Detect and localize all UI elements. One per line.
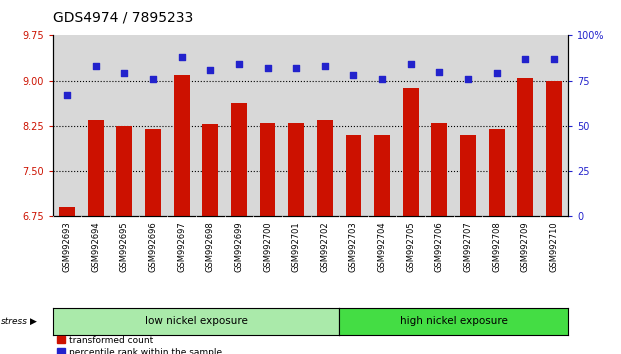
Point [234,62,244,67]
Point [91,63,101,69]
Bar [374,135,390,216]
Point [119,70,129,76]
Text: GSM992701: GSM992701 [292,221,301,272]
Text: GSM992696: GSM992696 [148,221,158,272]
Bar [260,122,276,216]
Text: ▶: ▶ [30,317,37,326]
Bar [174,75,189,216]
Bar [546,80,562,216]
Point [263,65,273,71]
Bar [117,126,132,216]
Bar [59,207,75,216]
Point [520,56,530,62]
Text: GSM992710: GSM992710 [550,221,558,272]
Point [148,76,158,81]
Bar [145,129,161,216]
Point [291,65,301,71]
Bar [317,120,333,216]
Text: stress: stress [1,317,27,326]
Point [62,92,72,98]
Text: GDS4974 / 7895233: GDS4974 / 7895233 [53,11,193,25]
Bar [345,135,361,216]
Text: GSM992706: GSM992706 [435,221,444,272]
Bar [460,135,476,216]
Point [435,69,445,74]
Text: GSM992697: GSM992697 [177,221,186,272]
Point [206,67,215,73]
Point [406,62,415,67]
Point [377,76,387,81]
Text: GSM992695: GSM992695 [120,221,129,272]
Text: GSM992703: GSM992703 [349,221,358,272]
Point [348,72,358,78]
Text: high nickel exposure: high nickel exposure [400,316,507,326]
Bar [202,124,218,216]
Bar [489,129,504,216]
Text: GSM992702: GSM992702 [320,221,329,272]
Legend: transformed count, percentile rank within the sample: transformed count, percentile rank withi… [57,336,222,354]
Point [463,76,473,81]
Text: GSM992699: GSM992699 [234,221,243,272]
Text: low nickel exposure: low nickel exposure [145,316,247,326]
Point [492,70,502,76]
Text: GSM992707: GSM992707 [463,221,473,272]
Bar [403,88,419,216]
Text: GSM992693: GSM992693 [63,221,71,272]
Text: GSM992700: GSM992700 [263,221,272,272]
Text: GSM992694: GSM992694 [91,221,100,272]
Bar [231,103,247,216]
Text: GSM992698: GSM992698 [206,221,215,272]
Text: GSM992704: GSM992704 [378,221,387,272]
Point [320,63,330,69]
Bar [288,122,304,216]
Point [549,56,559,62]
Text: GSM992708: GSM992708 [492,221,501,272]
Text: GSM992709: GSM992709 [521,221,530,272]
Point [177,54,187,60]
Bar [517,78,533,216]
Bar [88,120,104,216]
Bar [432,122,447,216]
Text: GSM992705: GSM992705 [406,221,415,272]
